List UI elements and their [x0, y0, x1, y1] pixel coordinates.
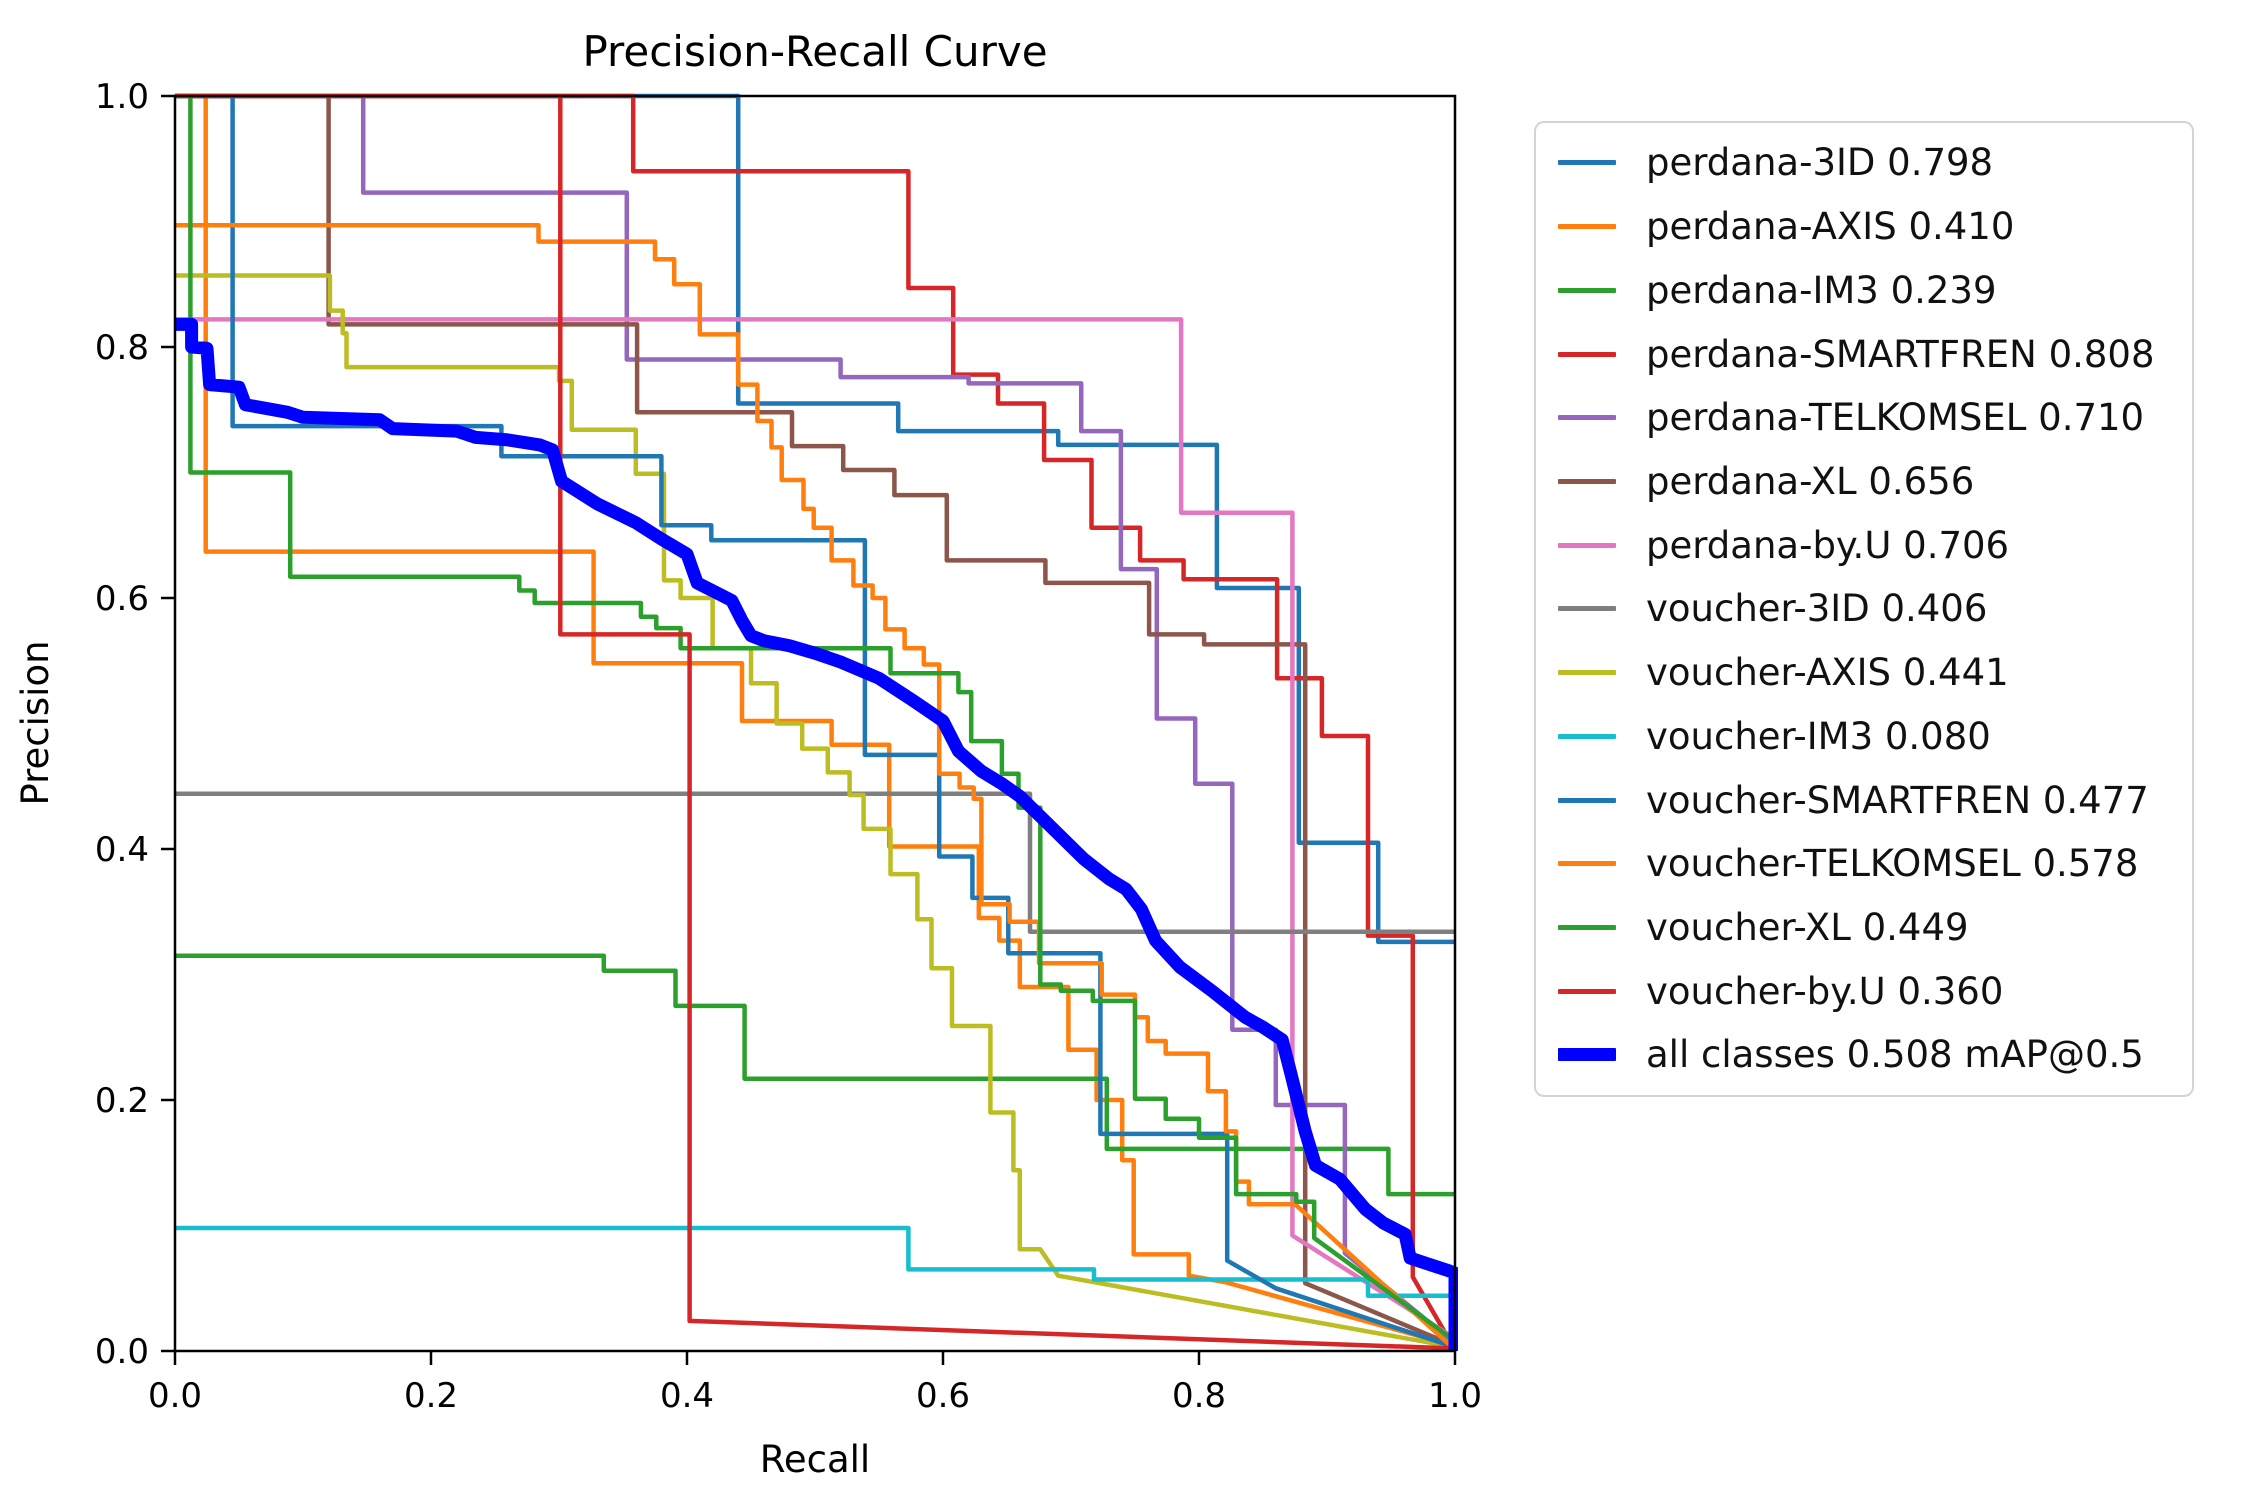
legend: perdana-3ID 0.798 perdana-AXIS 0.410 perda…	[1534, 121, 2194, 1097]
y-axis-ticks: 0.0 0.2 0.4 0.6 0.8 1.0	[95, 77, 175, 1372]
legend-item-perdana-xl: perdana-XL 0.656	[1536, 460, 2192, 503]
y-tick-label: 0.6	[95, 579, 149, 619]
y-axis-label: Precision	[14, 640, 57, 805]
legend-label: all classes 0.508 mAP@0.5	[1646, 1033, 2144, 1077]
legend-label: voucher-IM3 0.080	[1646, 714, 1991, 758]
legend-item-voucher-xl: voucher-XL 0.449	[1536, 906, 2192, 949]
curve-perdana-xl	[175, 93, 1456, 1349]
legend-line-swatch	[1558, 160, 1616, 166]
x-tick-label: 0.0	[148, 1376, 202, 1416]
legend-item-voucher-by-u: voucher-by.U 0.360	[1536, 970, 2192, 1013]
legend-item-perdana-smartfren: perdana-SMARTFREN 0.808	[1536, 333, 2192, 376]
legend-item-voucher-3id: voucher-3ID 0.406	[1536, 587, 2192, 630]
curve-perdana-smartfren	[175, 93, 1457, 1351]
legend-line-swatch	[1558, 988, 1616, 994]
legend-label: perdana-3ID 0.798	[1646, 141, 1994, 185]
legend-item-voucher-axis: voucher-AXIS 0.441	[1536, 651, 2192, 694]
legend-line-swatch	[1558, 670, 1616, 676]
chart-title: Precision-Recall Curve	[582, 27, 1047, 76]
legend-item-voucher-im3: voucher-IM3 0.080	[1536, 715, 2192, 758]
legend-label: voucher-by.U 0.360	[1646, 969, 2004, 1013]
legend-label: perdana-XL 0.656	[1646, 459, 1975, 503]
curve-perdana-by-u	[175, 317, 1457, 1341]
curve-perdana-3id	[175, 93, 1455, 945]
x-axis-ticks: 0.0 0.2 0.4 0.6 0.8 1.0	[148, 1351, 1482, 1416]
legend-label: voucher-AXIS 0.441	[1646, 651, 2009, 695]
curve-voucher-im3	[175, 1225, 1455, 1299]
curve-perdana-im3	[175, 953, 1455, 1197]
curve-all-classes	[175, 317, 1458, 1351]
legend-label: perdana-by.U 0.706	[1646, 523, 2010, 567]
legend-line-swatch	[1558, 224, 1616, 230]
legend-line-swatch	[1558, 351, 1616, 357]
legend-item-perdana-telkomsel: perdana-TELKOMSEL 0.710	[1536, 396, 2192, 439]
legend-line-swatch	[1558, 606, 1616, 612]
legend-item-voucher-smartfren: voucher-SMARTFREN 0.477	[1536, 779, 2192, 822]
legend-label: perdana-SMARTFREN 0.808	[1646, 332, 2155, 376]
y-tick-label: 0.2	[95, 1081, 149, 1121]
legend-label: voucher-SMARTFREN 0.477	[1646, 778, 2149, 822]
legend-line-swatch	[1558, 478, 1616, 484]
x-axis-label: Recall	[760, 1438, 870, 1481]
x-tick-label: 0.8	[1172, 1376, 1226, 1416]
curve-perdana-axis	[175, 93, 1456, 1349]
legend-line-swatch	[1558, 287, 1616, 293]
y-tick-label: 0.0	[95, 1332, 149, 1372]
legend-label: perdana-TELKOMSEL 0.710	[1646, 396, 2145, 440]
curve-voucher-telkomsel	[175, 223, 1457, 1352]
legend-item-perdana-im3: perdana-IM3 0.239	[1536, 269, 2192, 312]
legend-item-voucher-telkomsel: voucher-TELKOMSEL 0.578	[1536, 842, 2192, 885]
legend-line-swatch	[1558, 797, 1616, 803]
x-tick-label: 0.6	[916, 1376, 970, 1416]
legend-label: voucher-XL 0.449	[1646, 905, 1969, 949]
y-tick-label: 0.4	[95, 830, 149, 870]
legend-line-swatch	[1558, 415, 1616, 421]
y-tick-label: 0.8	[95, 328, 149, 368]
plot-border	[173, 94, 1457, 1353]
legend-line-swatch	[1558, 924, 1616, 930]
legend-label: perdana-IM3 0.239	[1646, 268, 1997, 312]
legend-item-perdana-3id: perdana-3ID 0.798	[1536, 141, 2192, 184]
legend-label: voucher-3ID 0.406	[1646, 587, 1988, 631]
legend-item-perdana-axis: perdana-AXIS 0.410	[1536, 205, 2192, 248]
x-tick-label: 0.2	[404, 1376, 458, 1416]
legend-line-swatch	[1558, 733, 1616, 739]
plot-series	[175, 93, 1458, 1352]
legend-item-perdana-by-u: perdana-by.U 0.706	[1536, 524, 2192, 567]
x-tick-label: 1.0	[1428, 1376, 1482, 1416]
legend-line-swatch	[1558, 1048, 1616, 1062]
curve-voucher-xl	[175, 93, 1457, 1343]
legend-line-swatch	[1558, 861, 1616, 867]
legend-label: voucher-TELKOMSEL 0.578	[1646, 842, 2139, 886]
legend-item-all-classes: all classes 0.508 mAP@0.5	[1536, 1033, 2192, 1076]
x-tick-label: 0.4	[660, 1376, 714, 1416]
legend-line-swatch	[1558, 542, 1616, 548]
y-tick-label: 1.0	[95, 77, 149, 117]
curve-voucher-axis	[175, 273, 1456, 1350]
legend-label: perdana-AXIS 0.410	[1646, 205, 2015, 249]
curve-voucher-3id	[175, 791, 1455, 935]
